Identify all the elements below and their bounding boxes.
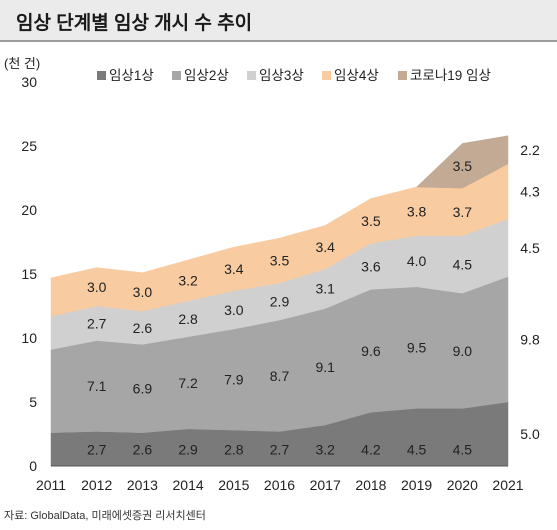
x-tick-label: 2021 (492, 477, 523, 493)
page-title: 임상 단계별 임상 개시 수 추이 (16, 13, 253, 34)
data-label: 2.8 (224, 441, 244, 457)
data-label: 4.2 (361, 441, 381, 457)
y-tick-label: 30 (21, 74, 37, 90)
data-label: 2.8 (178, 311, 198, 327)
data-label: 3.4 (315, 239, 335, 255)
legend-label: 임상1상 (109, 68, 154, 83)
data-label: 4.0 (407, 253, 427, 269)
x-tick-label: 2014 (173, 477, 204, 493)
data-label: 9.6 (361, 343, 381, 359)
legend-swatch-임상4상 (322, 71, 331, 80)
data-label: 9.5 (407, 340, 427, 356)
area-임상4상 (50, 163, 509, 317)
data-label: 3.5 (361, 213, 381, 229)
data-label: 2.7 (270, 441, 290, 457)
data-label: 2.9 (270, 294, 290, 310)
data-label: 4.5 (453, 441, 473, 457)
data-label: 3.8 (407, 203, 427, 219)
data-label: 3.5 (453, 158, 473, 174)
data-label: 3.1 (315, 281, 335, 297)
data-label: 2.6 (133, 441, 153, 457)
legend-label: 임상4상 (334, 68, 379, 83)
x-tick-label: 2020 (447, 477, 478, 493)
x-tick-label: 2012 (81, 477, 112, 493)
right-value-label: 4.5 (520, 240, 540, 256)
x-tick-label: 2019 (401, 477, 432, 493)
right-value-label: 2.2 (520, 142, 540, 158)
data-label: 2.7 (87, 441, 107, 457)
right-value-label: 4.3 (520, 183, 540, 199)
legend-swatch-임상1상 (97, 71, 106, 80)
data-label: 3.7 (453, 204, 473, 220)
data-label: 3.0 (133, 284, 153, 300)
legend-swatch-코로나19 임상 (398, 71, 407, 80)
legend-label: 코로나19 임상 (410, 68, 491, 83)
y-unit-label: (천 건) (4, 56, 40, 71)
data-label: 2.9 (178, 441, 198, 457)
source-note: 자료: GlobalData, 미래에셋증권 리서치센터 (4, 510, 206, 522)
right-value-label: 9.8 (520, 331, 540, 347)
x-tick-label: 2015 (218, 477, 249, 493)
x-tick-label: 2013 (127, 477, 158, 493)
data-label: 4.5 (453, 256, 473, 272)
y-tick-label: 0 (29, 458, 37, 474)
data-label: 3.4 (224, 261, 244, 277)
data-label: 3.2 (315, 441, 335, 457)
data-label: 8.7 (270, 368, 290, 384)
right-value-label: 5.0 (520, 426, 540, 442)
data-label: 2.6 (133, 320, 153, 336)
data-label: 3.0 (87, 279, 107, 295)
y-tick-label: 5 (29, 394, 37, 410)
legend-label: 임상2상 (184, 68, 229, 83)
x-tick-label: 2018 (355, 477, 386, 493)
x-tick-label: 2016 (264, 477, 295, 493)
y-tick-label: 15 (21, 266, 37, 282)
y-tick-label: 25 (21, 138, 37, 154)
data-label: 3.2 (178, 272, 198, 288)
x-tick-label: 2017 (310, 477, 341, 493)
data-label: 3.5 (270, 253, 290, 269)
data-label: 9.1 (315, 359, 335, 375)
data-label: 3.0 (224, 302, 244, 318)
legend-label: 임상3상 (259, 68, 304, 83)
data-label: 4.5 (407, 441, 427, 457)
data-label: 7.2 (178, 375, 198, 391)
data-label: 2.7 (87, 315, 107, 331)
x-tick-label: 2011 (36, 477, 66, 493)
data-label: 7.9 (224, 372, 244, 388)
y-tick-label: 10 (21, 330, 37, 346)
data-label: 7.1 (87, 378, 107, 394)
area-코로나19 임상 (415, 135, 509, 189)
data-label: 9.0 (453, 343, 473, 359)
data-label: 6.9 (133, 381, 153, 397)
title-bar: 임상 단계별 임상 개시 수 추이 (0, 0, 557, 42)
legend-swatch-임상2상 (172, 71, 181, 80)
y-tick-label: 20 (21, 202, 37, 218)
data-label: 3.6 (361, 258, 381, 274)
legend-swatch-임상3상 (247, 71, 256, 80)
